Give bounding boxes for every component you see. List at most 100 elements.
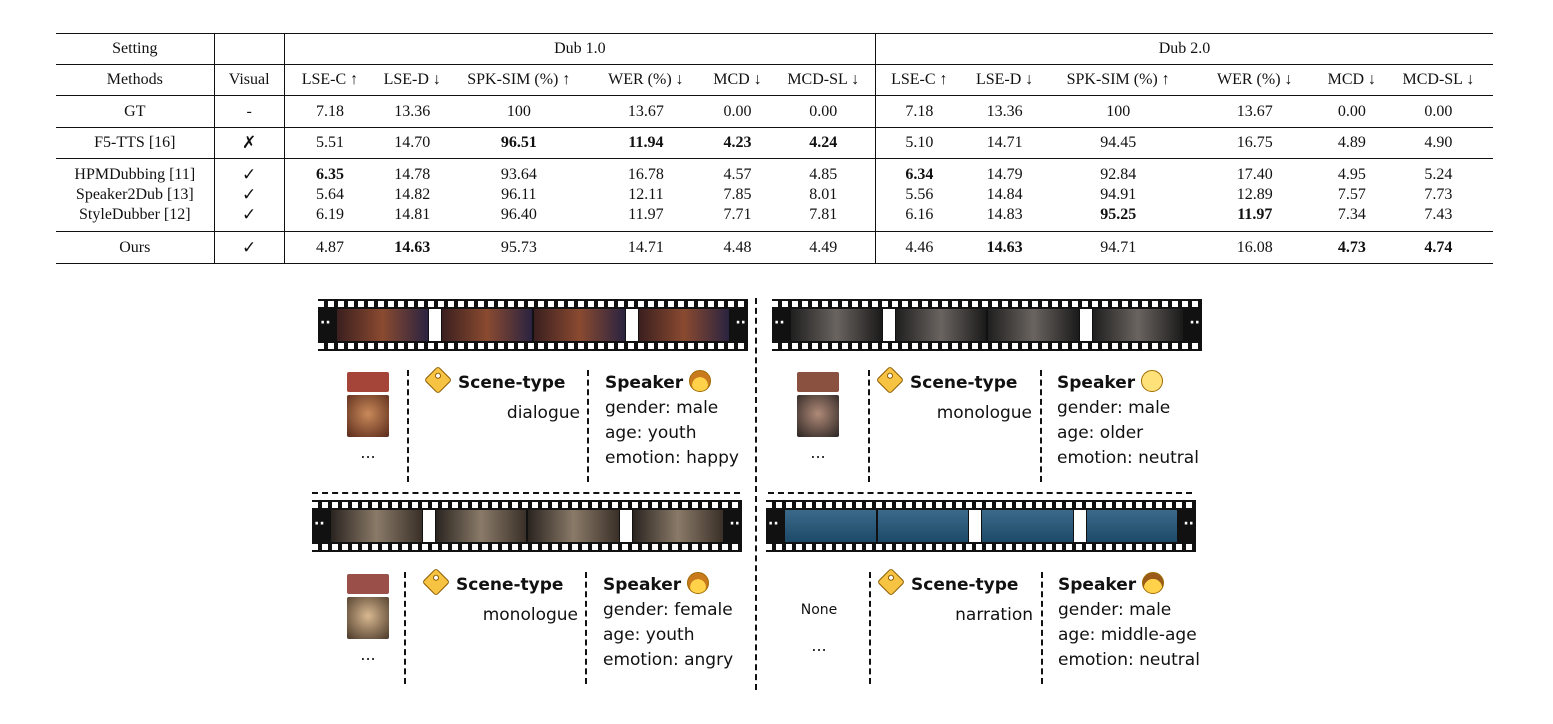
center-divider bbox=[755, 298, 757, 690]
face-crop bbox=[347, 395, 389, 437]
metric-cell: 4.57 bbox=[703, 158, 772, 185]
metric-header: MCD ↓ bbox=[703, 64, 772, 96]
metric-cell: 13.36 bbox=[375, 95, 450, 128]
metric-cell: 93.64 bbox=[449, 158, 589, 185]
lip-crop bbox=[797, 372, 839, 392]
ellipsis: ... bbox=[811, 636, 827, 655]
metric-cell: 7.85 bbox=[723, 186, 752, 203]
metric-cell: 7.18 bbox=[283, 95, 376, 128]
metric-cell: 7.71 bbox=[723, 206, 752, 223]
setting-header: Setting bbox=[56, 33, 215, 65]
dub2-group-header: Dub 2.0 bbox=[875, 33, 1493, 65]
visual-cues: ... bbox=[343, 372, 393, 462]
speaker-age: age: youth bbox=[605, 423, 697, 443]
metric-cell: 14.84 bbox=[986, 186, 1023, 203]
metric-cell: 94.45 bbox=[1046, 127, 1190, 159]
ellipsis: ... bbox=[810, 443, 826, 462]
method-cell: F5-TTS [16] bbox=[56, 127, 215, 159]
method-cell: Speaker2Dub [13] bbox=[75, 186, 194, 203]
metric-cell: 5.56 bbox=[875, 185, 963, 205]
metric-cell: 0.00 bbox=[1383, 95, 1493, 128]
ellipsis: ... bbox=[360, 443, 376, 462]
metric-cell: 0.00 bbox=[703, 95, 772, 128]
tag-icon bbox=[876, 567, 906, 597]
video-frame bbox=[441, 309, 532, 341]
table-row: Ours ✓ 4.87 14.63 95.73 14.71 4.48 4.49 4.46 14.6… bbox=[56, 231, 1493, 264]
metric-header: MCD ↓ bbox=[1319, 64, 1384, 96]
metric-cell: 4.46 bbox=[875, 231, 963, 264]
tag-icon bbox=[875, 365, 905, 395]
visual-cell: - bbox=[213, 95, 285, 128]
metric-header: LSE-C ↑ bbox=[283, 64, 376, 96]
metric-cell: 4.89 bbox=[1319, 127, 1384, 159]
metric-cell: 94.71 bbox=[1046, 231, 1190, 264]
speaker-block: Speaker gender: male age: middle-age emo… bbox=[1058, 572, 1218, 670]
speaker-gender: gender: male bbox=[1057, 398, 1171, 418]
table-row: HPMDubbing [11] ✓ 6.35 14.78 93.64 16.78 4.57 4… bbox=[56, 158, 1493, 185]
metric-cell: 6.34 bbox=[875, 158, 963, 185]
table-row: F5-TTS [16] ✗ 5.51 14.70 96.51 11.94 4.23 4.24 5… bbox=[56, 127, 1493, 159]
metric-cell: 6.16 bbox=[875, 205, 963, 232]
video-frame bbox=[632, 510, 723, 542]
video-frame bbox=[331, 510, 422, 542]
speaker-emotion: emotion: neutral bbox=[1057, 448, 1199, 468]
metric-cell: 0.00 bbox=[771, 95, 876, 128]
speaker-age: age: middle-age bbox=[1058, 625, 1197, 645]
speaker-block: Speaker gender: female age: youth emotio… bbox=[603, 572, 763, 670]
metric-cell: 14.82 bbox=[394, 186, 431, 203]
dub1-group-header: Dub 1.0 bbox=[283, 33, 876, 65]
metric-cell: 13.67 bbox=[588, 95, 704, 128]
video-frame bbox=[534, 309, 625, 341]
table-row: GT -7.18 13.36 100 13.67 0.00 0.00 7.18 13.36 100… bbox=[56, 95, 1493, 128]
video-frame bbox=[988, 309, 1079, 341]
speaker-emotion: emotion: happy bbox=[605, 448, 739, 468]
metric-cell: 13.67 bbox=[1189, 95, 1320, 128]
metric-cell: 95.25 bbox=[1100, 206, 1137, 223]
video-frame bbox=[785, 510, 876, 542]
speaker-gender: gender: male bbox=[605, 398, 719, 418]
metric-cell: 96.40 bbox=[500, 206, 537, 223]
no-visual-label: None bbox=[800, 602, 838, 618]
metric-cell: 96.11 bbox=[501, 186, 537, 203]
video-frame bbox=[435, 510, 526, 542]
metric-cell: 4.95 bbox=[1319, 158, 1384, 185]
metric-cell: 14.79 bbox=[962, 158, 1047, 185]
speaker-age: age: older bbox=[1057, 423, 1144, 443]
metric-header: LSE-D ↓ bbox=[375, 64, 450, 96]
metric-cell: 16.78 bbox=[588, 158, 704, 185]
ellipsis: ... bbox=[360, 645, 376, 664]
girl-face-icon bbox=[687, 572, 710, 594]
scene-type-block: Scene-type narration bbox=[876, 567, 1037, 625]
scene-type-value: dialogue bbox=[506, 403, 580, 423]
scene-type-value: narration bbox=[955, 605, 1033, 625]
scene-type-block: Scene-type monologue bbox=[421, 567, 582, 625]
metric-header: SPK-SIM (%) ↑ bbox=[449, 64, 589, 96]
metric-cell: 7.73 bbox=[1424, 186, 1453, 203]
scene-type-value: monologue bbox=[936, 403, 1032, 423]
filmstrip: ·· ·· bbox=[772, 299, 1202, 351]
row-divider-left bbox=[312, 492, 740, 494]
metric-cell: 4.24 bbox=[771, 127, 876, 159]
metric-cell: 14.63 bbox=[962, 231, 1047, 264]
metric-cell: 5.51 bbox=[283, 127, 376, 159]
tag-icon bbox=[421, 567, 451, 597]
visual-cell: ✓ bbox=[213, 205, 285, 232]
metric-cell: 4.23 bbox=[703, 127, 772, 159]
visual-cell: ✗ bbox=[213, 127, 285, 159]
metric-cell: 96.51 bbox=[449, 127, 589, 159]
metric-cell: 7.57 bbox=[1337, 186, 1366, 203]
face-crop bbox=[797, 395, 839, 437]
metric-cell: 7.43 bbox=[1424, 206, 1453, 223]
filmstrip: ·· ·· bbox=[312, 500, 742, 552]
metric-cell: 14.83 bbox=[986, 206, 1023, 223]
metric-cell: 11.94 bbox=[588, 127, 704, 159]
metric-header: WER (%) ↓ bbox=[1189, 64, 1320, 96]
header-row-metrics: Methods Visual LSE-C ↑ LSE-D ↓ SPK-SIM (… bbox=[56, 64, 1493, 96]
metric-cell: 8.01 bbox=[809, 186, 838, 203]
methods-header: Methods bbox=[56, 64, 215, 96]
metric-cell: 4.87 bbox=[283, 231, 376, 264]
lip-crop bbox=[347, 574, 389, 594]
visual-cell: ✓ bbox=[213, 231, 285, 264]
metric-header: MCD-SL ↓ bbox=[771, 64, 876, 96]
old-man-face-icon bbox=[1141, 370, 1164, 392]
